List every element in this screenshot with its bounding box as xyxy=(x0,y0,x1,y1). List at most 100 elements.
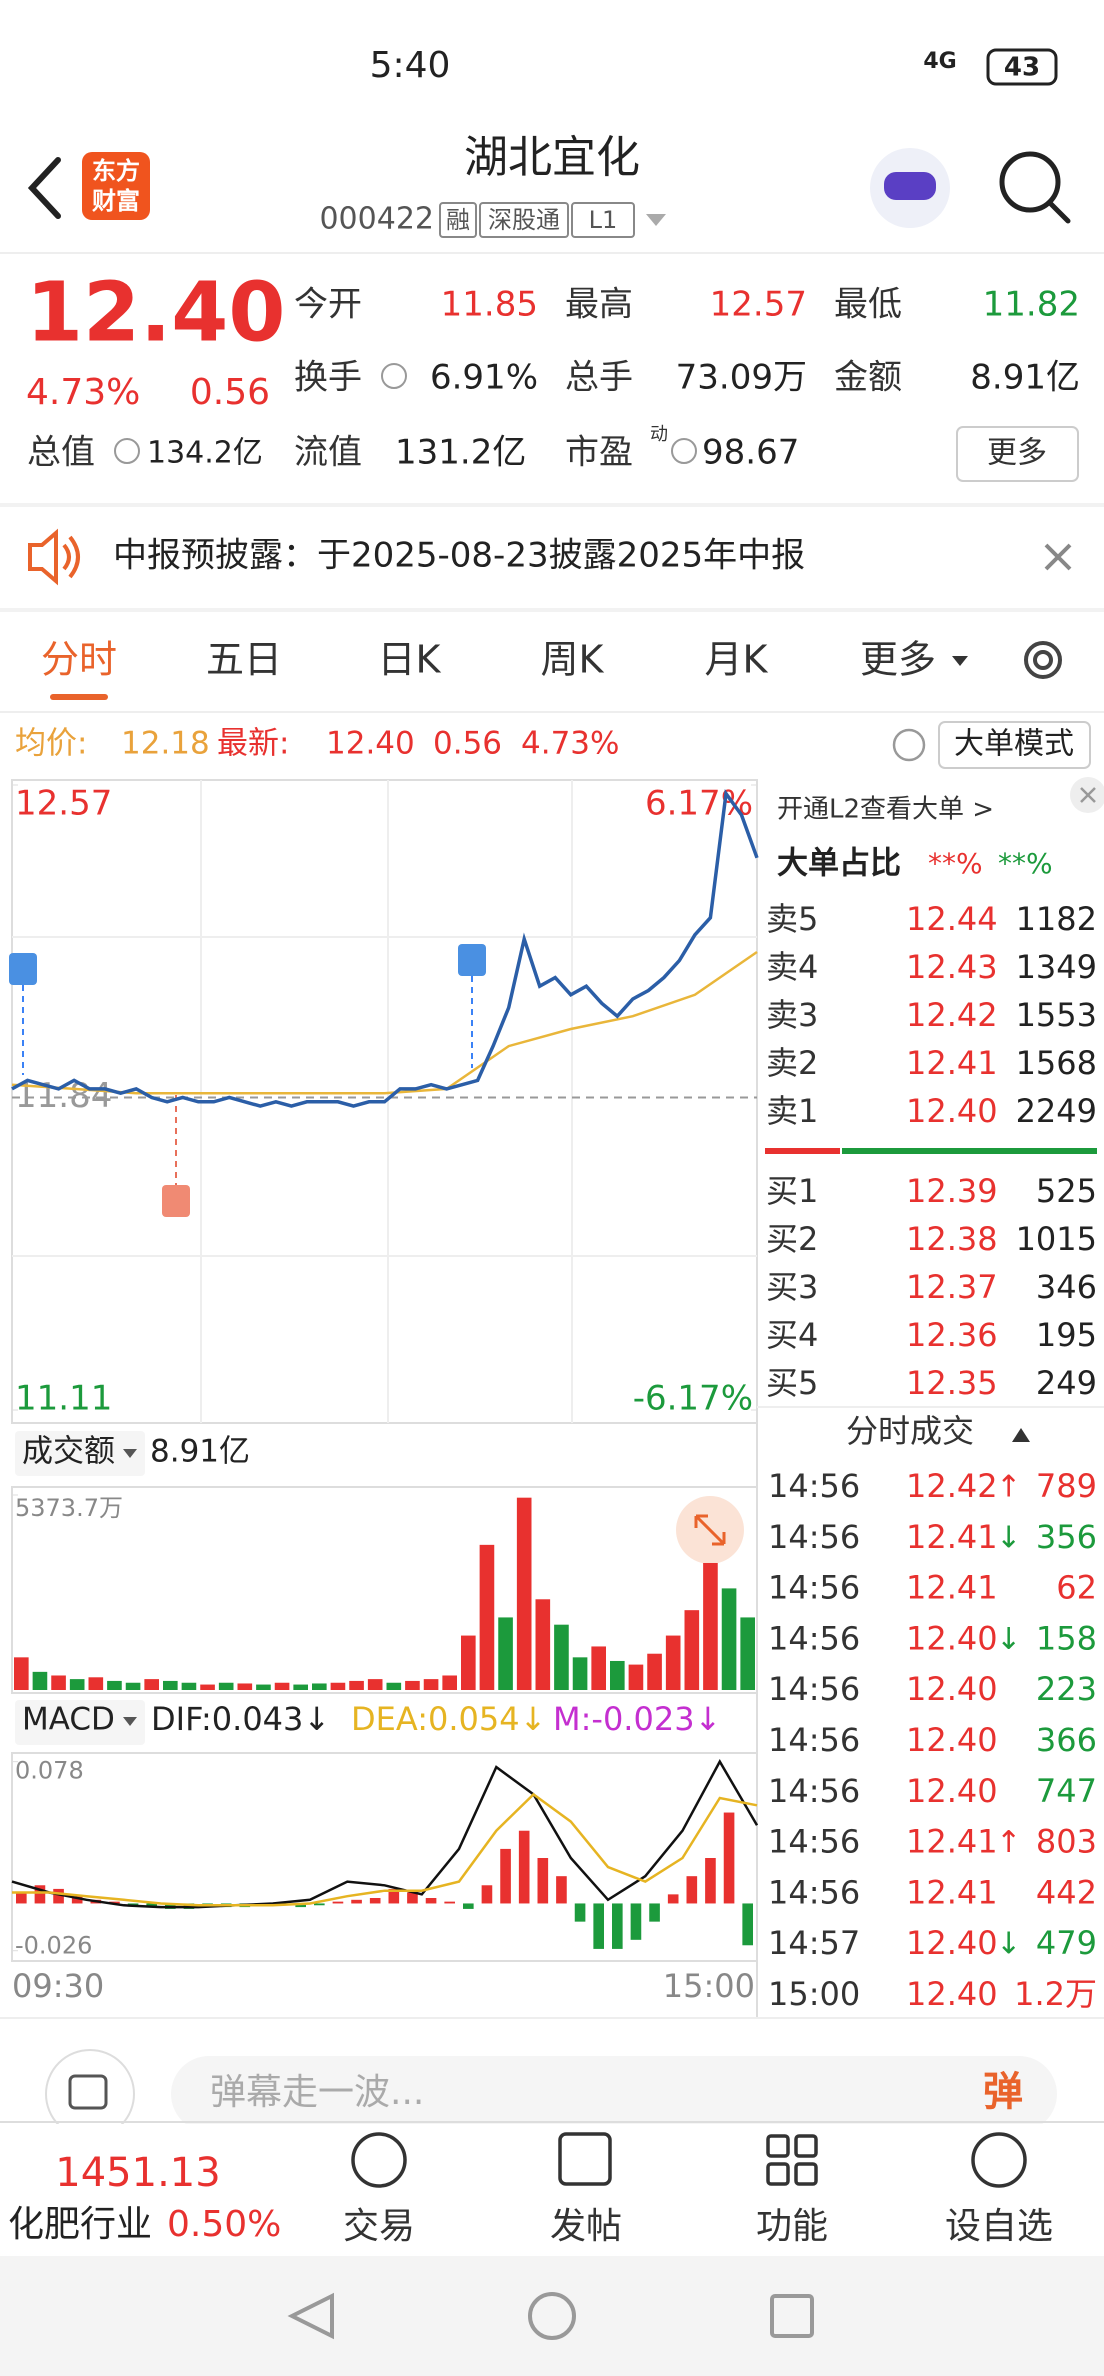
tab[interactable]: 分时 xyxy=(41,638,117,682)
nav-item[interactable]: 交易 xyxy=(343,2206,415,2247)
l2-promo[interactable]: 开通L2查看大单 > xyxy=(777,795,994,825)
nav-home[interactable] xyxy=(528,2292,576,2340)
help-icon[interactable] xyxy=(892,728,926,762)
x-label: 09:30 xyxy=(12,1967,104,2005)
status-time: 5:40 xyxy=(370,45,451,86)
stock-code: 000422 xyxy=(319,202,434,237)
macd-indicator: DIF:0.043↓ xyxy=(151,1700,330,1738)
trade-price: 12.40 xyxy=(906,1772,998,1810)
trade-arrow: ↑ xyxy=(996,1825,1021,1860)
volume-bar xyxy=(312,1683,327,1690)
macd-bar xyxy=(686,1876,698,1904)
nav-item[interactable]: 功能 xyxy=(756,2206,828,2247)
volume-bar xyxy=(423,1679,439,1690)
settings-button[interactable] xyxy=(1024,641,1062,679)
nav-back[interactable] xyxy=(287,2292,334,2340)
tab[interactable]: 月K xyxy=(705,638,769,682)
volume-bar xyxy=(367,1679,383,1690)
expand-icon xyxy=(694,1514,726,1546)
book-volume: 525 xyxy=(1036,1172,1097,1210)
back-button[interactable] xyxy=(27,157,61,219)
nav-recent[interactable] xyxy=(770,2294,814,2338)
info-icon xyxy=(671,438,697,464)
comment-input[interactable] xyxy=(171,2056,1057,2132)
system-nav xyxy=(0,2256,1104,2376)
comment-icon xyxy=(68,2074,108,2110)
speaker-waves xyxy=(62,535,80,579)
trade-icon xyxy=(351,2132,407,2188)
macd-bar xyxy=(500,1848,511,1904)
book-level: 卖4 xyxy=(766,948,818,986)
info-latest: 12.40 xyxy=(326,726,415,762)
stat-value: 98.67 xyxy=(702,433,799,473)
volume-bar xyxy=(740,1617,755,1690)
trade-price: 12.41 xyxy=(906,1569,998,1607)
comment-button[interactable]: 弹 xyxy=(983,2069,1023,2115)
nav-item[interactable]: 发帖 xyxy=(550,2206,622,2247)
search-button[interactable] xyxy=(999,151,1061,213)
change-pct: 4.73% xyxy=(26,372,140,413)
tab[interactable]: 五日 xyxy=(206,638,282,682)
stat-label: 金额 xyxy=(834,358,902,398)
more-label[interactable]: 更多 xyxy=(987,436,1047,471)
function-icon xyxy=(766,2134,818,2186)
mode-label[interactable]: 大单模式 xyxy=(954,727,1074,762)
volume-total: 8.91亿 xyxy=(150,1434,250,1470)
macd-bar xyxy=(556,1876,567,1904)
tab[interactable]: 周K xyxy=(541,638,605,682)
tab-underline xyxy=(50,694,108,700)
macd-bar xyxy=(332,1901,344,1904)
book-volume: 249 xyxy=(1036,1364,1097,1402)
network-label: 4G xyxy=(923,49,956,74)
info-icon xyxy=(381,363,407,389)
notice-text: 中报预披露：于2025-08-23披露2025年中报 xyxy=(113,536,805,576)
tab[interactable]: 更多 xyxy=(860,638,936,682)
trade-price: 12.40 xyxy=(906,1975,998,2013)
volume-bar xyxy=(703,1562,718,1690)
stat-label: 流值 xyxy=(294,433,362,473)
trades-caret xyxy=(1012,1428,1030,1442)
y-tick-label: -0.026 xyxy=(15,1932,92,1960)
macd-bar xyxy=(71,1896,83,1904)
trades-title[interactable]: 分时成交 xyxy=(846,1412,974,1450)
macd-line xyxy=(11,1759,759,1909)
trade-volume: 158 xyxy=(1036,1619,1097,1657)
stock-tag: 融 xyxy=(446,206,470,234)
more-button[interactable] xyxy=(956,426,1079,482)
ratio-label: 大单占比 xyxy=(777,846,901,882)
stat-label: 总值 xyxy=(27,433,95,473)
macd-line xyxy=(12,1792,758,1907)
tab[interactable]: 日K xyxy=(378,638,442,682)
volume-bar xyxy=(51,1675,66,1690)
info-pct: 4.73% xyxy=(521,726,619,762)
tag-box xyxy=(571,202,635,238)
volume-title[interactable]: 成交额 xyxy=(22,1434,115,1470)
tag-box xyxy=(439,202,477,238)
close-notice[interactable] xyxy=(1044,543,1072,571)
macd-bar xyxy=(407,1892,418,1904)
ratio-value: **% xyxy=(928,847,983,880)
volume-selector[interactable] xyxy=(15,1431,145,1476)
trade-price: 12.40 xyxy=(906,1721,998,1759)
index-value[interactable]: 1451.13 xyxy=(55,2150,220,2196)
macd-selector[interactable] xyxy=(15,1700,145,1745)
trade-volume: 747 xyxy=(1036,1772,1097,1810)
volume-bar xyxy=(684,1610,700,1690)
macd-title[interactable]: MACD xyxy=(22,1702,115,1738)
book-volume: 195 xyxy=(1036,1316,1097,1354)
book-price: 12.38 xyxy=(906,1220,998,1258)
volume-bar xyxy=(535,1599,551,1690)
volume-bar xyxy=(498,1617,513,1690)
macd-bar xyxy=(593,1903,604,1949)
mode-button[interactable] xyxy=(938,721,1091,769)
book-level: 买2 xyxy=(766,1220,818,1258)
y2-tick-label: -6.17% xyxy=(633,1379,753,1419)
book-price: 12.35 xyxy=(906,1364,998,1402)
x-label: 15:00 xyxy=(663,1967,755,2005)
nav-item[interactable]: 设自选 xyxy=(945,2206,1053,2247)
battery-level: 43 xyxy=(1004,53,1040,83)
info-avg: 12.18 xyxy=(121,726,210,762)
change-amount: 0.56 xyxy=(190,372,270,413)
y-tick-label: 12.57 xyxy=(15,784,112,824)
book-balance-red xyxy=(765,1148,840,1154)
